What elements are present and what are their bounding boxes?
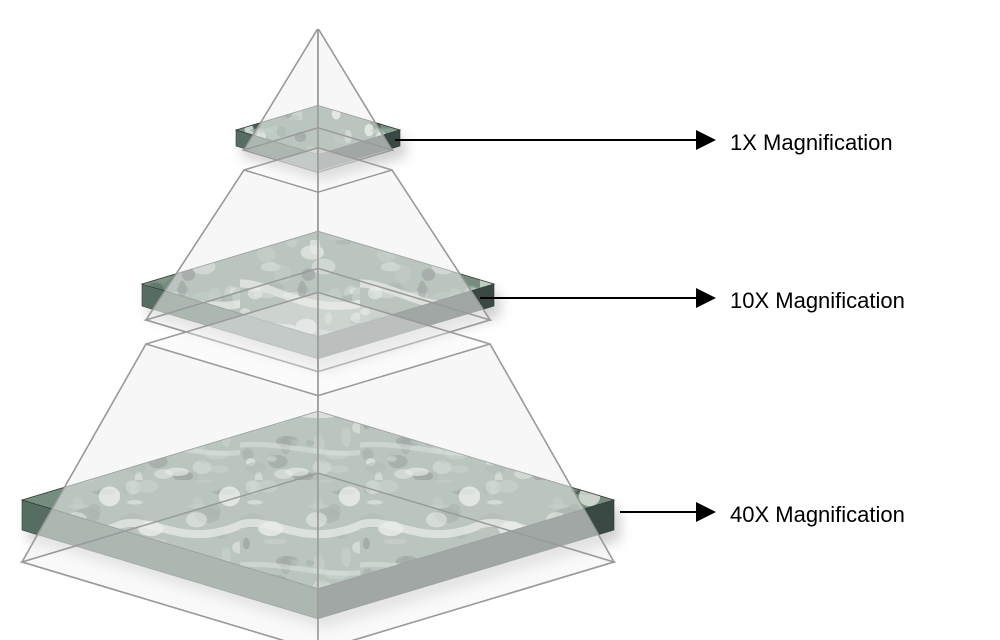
label-level-1: 1X Magnification bbox=[730, 130, 893, 156]
pyramid-level-3 bbox=[22, 292, 614, 640]
label-level-2: 10X Magnification bbox=[730, 288, 905, 314]
pyramid-scene bbox=[0, 0, 1000, 640]
label-level-3: 40X Magnification bbox=[730, 502, 905, 528]
